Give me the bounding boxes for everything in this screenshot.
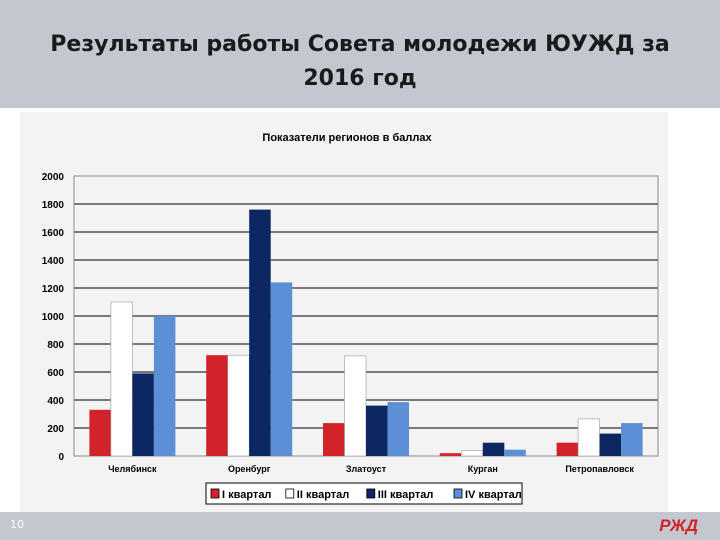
x-tick-label: Златоуст <box>346 464 387 474</box>
bar <box>387 402 409 456</box>
slide-title: Результаты работы Совета молодежи ЮУЖД з… <box>50 32 670 91</box>
bar <box>132 373 154 456</box>
legend-swatch <box>453 488 463 499</box>
bar <box>206 355 228 456</box>
bar <box>89 409 111 456</box>
legend-label: III квартал <box>378 489 434 501</box>
legend: I квартал II квартал III квартал IV квартал <box>205 482 523 505</box>
x-tick-label: Челябинск <box>108 464 157 474</box>
x-tick-label: Курган <box>468 464 498 474</box>
bar <box>577 418 600 457</box>
legend-label: I квартал <box>222 489 271 501</box>
legend-label: IV квартал <box>465 489 522 501</box>
y-tick-label: 1800 <box>42 200 65 211</box>
y-tick-label: 1600 <box>42 228 65 239</box>
x-axis-ticks: Челябинск Оренбург Златоуст Курган Петропавл… <box>108 464 634 474</box>
bar <box>599 433 622 456</box>
chart-title: Показатели регионов в баллах <box>262 132 432 144</box>
y-tick-label: 800 <box>47 340 64 351</box>
bar <box>621 423 643 456</box>
y-tick-label: 1400 <box>42 256 65 267</box>
chart-panel: Показатели регионов в баллах 0 200 400 600 8… <box>20 112 668 512</box>
x-tick-label: Петропавловск <box>565 464 634 474</box>
y-tick-label: 1200 <box>42 284 65 295</box>
title-bar: Результаты работы Совета молодежи ЮУЖД з… <box>0 0 720 108</box>
bar <box>153 316 176 456</box>
y-tick-label: 600 <box>47 368 64 379</box>
legend-label: II квартал <box>297 489 349 501</box>
bar <box>270 282 293 456</box>
legend-swatch <box>366 488 376 499</box>
y-tick-label: 2000 <box>42 172 65 183</box>
y-tick-label: 1000 <box>42 312 65 323</box>
y-axis-ticks: 0 200 400 600 800 1000 1200 1400 1600 1800 2000 <box>42 172 65 463</box>
footer-bar: 10 РЖД <box>0 512 720 540</box>
bar <box>249 209 271 456</box>
bar <box>344 355 367 457</box>
bar <box>460 450 484 457</box>
bar <box>439 453 462 456</box>
page-number: 10 <box>10 518 24 531</box>
bar <box>227 354 250 457</box>
legend-box <box>205 482 523 505</box>
bars <box>89 209 643 457</box>
y-tick-label: 0 <box>58 452 64 463</box>
bar <box>556 442 579 456</box>
rzd-logo: РЖД <box>659 516 698 535</box>
bar <box>366 405 388 456</box>
x-tick-label: Оренбург <box>228 464 271 474</box>
bar <box>482 442 505 456</box>
y-tick-label: 400 <box>47 396 64 407</box>
legend-swatch <box>285 488 295 499</box>
legend-swatch <box>210 488 220 499</box>
bar <box>110 301 133 457</box>
bar <box>323 423 345 456</box>
bar-chart: Показатели регионов в баллах 0 200 400 600 8… <box>42 132 659 505</box>
bar <box>504 449 526 456</box>
y-tick-label: 200 <box>47 424 64 435</box>
